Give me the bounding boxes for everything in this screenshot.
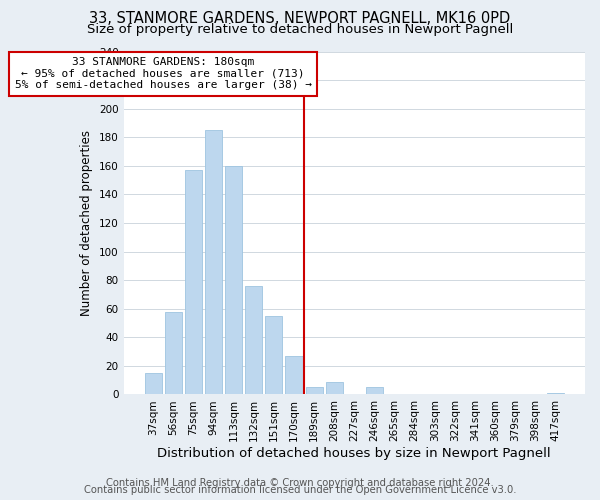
Bar <box>547 393 564 394</box>
Text: Contains HM Land Registry data © Crown copyright and database right 2024.: Contains HM Land Registry data © Crown c… <box>106 478 494 488</box>
Bar <box>305 388 323 394</box>
Text: Size of property relative to detached houses in Newport Pagnell: Size of property relative to detached ho… <box>87 22 513 36</box>
Bar <box>205 130 222 394</box>
Bar <box>326 382 343 394</box>
Text: Contains public sector information licensed under the Open Government Licence v3: Contains public sector information licen… <box>84 485 516 495</box>
Bar <box>245 286 262 395</box>
Bar <box>366 388 383 394</box>
Bar <box>265 316 283 394</box>
Bar <box>164 312 182 394</box>
X-axis label: Distribution of detached houses by size in Newport Pagnell: Distribution of detached houses by size … <box>157 447 551 460</box>
Bar <box>286 356 302 395</box>
Y-axis label: Number of detached properties: Number of detached properties <box>80 130 94 316</box>
Bar <box>145 373 161 394</box>
Bar <box>225 166 242 394</box>
Bar <box>185 170 202 394</box>
Text: 33 STANMORE GARDENS: 180sqm
← 95% of detached houses are smaller (713)
5% of sem: 33 STANMORE GARDENS: 180sqm ← 95% of det… <box>14 57 311 90</box>
Text: 33, STANMORE GARDENS, NEWPORT PAGNELL, MK16 0PD: 33, STANMORE GARDENS, NEWPORT PAGNELL, M… <box>89 11 511 26</box>
